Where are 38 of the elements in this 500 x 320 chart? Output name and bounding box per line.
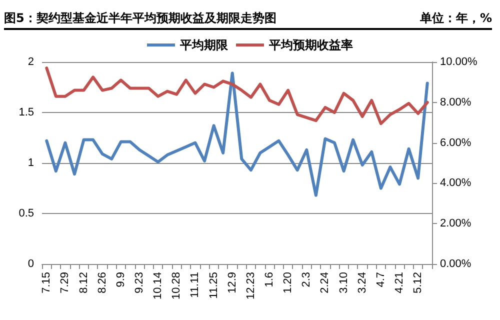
x-tick-label: 11.11 (189, 272, 202, 298)
x-tick-label: 7.29 (59, 272, 72, 294)
y2-tick-label: 0.00% (440, 258, 472, 270)
text: 单位：年，% (420, 10, 492, 27)
x-tick-label: 8.26 (96, 272, 108, 294)
legend-label: 平均预期收益率 (268, 38, 353, 52)
y-tick-label: 0.5 (18, 208, 34, 220)
x-tick-label: 5.12 (412, 272, 424, 294)
y2-tick-label: 10.00% (440, 56, 478, 68)
chart-title: 图5：契约型基金近半年平均预期收益及期限走势图 (4, 10, 276, 27)
x-tick-label: 3.10 (338, 272, 350, 294)
y-tick-label: 1.5 (18, 106, 34, 118)
x-tick-label: 8.12 (78, 272, 90, 294)
y2-tick-label: 2.00% (440, 218, 472, 230)
y-tick-label: 1 (28, 157, 34, 169)
x-tick-label: 12.9 (226, 272, 238, 294)
x-tick-label: 9.9 (114, 272, 127, 288)
x-tick-label: 7.15 (40, 272, 53, 294)
y2-tick-label: 8.00% (440, 96, 472, 108)
x-tick-label: 2.24 (319, 272, 332, 294)
legend-label: 平均期限 (179, 38, 229, 52)
x-tick-label: 11.25 (208, 272, 220, 299)
x-tick-label: 10.14 (152, 272, 164, 300)
y-tick-label: 0 (28, 258, 34, 270)
y2-tick-label: 4.00% (440, 177, 472, 190)
x-tick-label: 4.21 (394, 272, 406, 294)
x-tick-label: 9.23 (134, 272, 146, 294)
y-tick-label: 2 (28, 56, 34, 68)
line-series (45, 72, 429, 197)
x-tick-label: 10.28 (170, 272, 183, 300)
x-tick-label: 12.23 (244, 272, 257, 300)
x-tick-label: 1.6 (264, 272, 276, 288)
x-tick-label: 4.7 (374, 272, 387, 288)
x-tick-label: 2.3 (300, 272, 313, 288)
x-tick-label: 1.20 (282, 272, 294, 294)
x-tick-label: 3.24 (356, 272, 368, 294)
y2-tick-label: 6.00% (440, 136, 472, 149)
line-series (45, 66, 429, 126)
